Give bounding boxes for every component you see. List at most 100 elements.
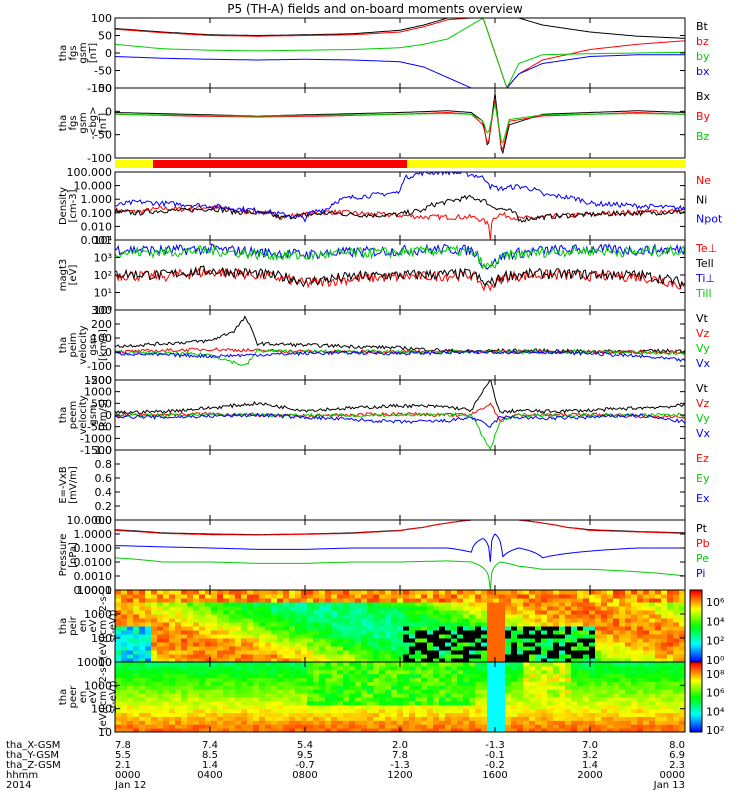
spectrogram-cell xyxy=(151,724,158,729)
spectrogram-cell xyxy=(139,716,146,721)
spectrogram-cell xyxy=(367,598,374,603)
spectrogram-cell xyxy=(325,654,332,659)
spectrogram-cell xyxy=(127,594,134,599)
spectrogram-cell xyxy=(493,642,500,647)
spectrogram-cell xyxy=(157,712,164,717)
spectrogram-cell xyxy=(235,673,242,679)
spectrogram-cell xyxy=(427,708,434,714)
spectrogram-cell xyxy=(607,677,614,682)
spectrogram-cell xyxy=(343,634,350,639)
spectrogram-cell xyxy=(367,689,374,694)
spectrogram-cell xyxy=(433,598,440,603)
spectrogram-cell xyxy=(583,630,590,635)
spectrogram-cell xyxy=(679,642,686,647)
spectrogram-cell xyxy=(517,622,524,627)
spectrogram-cell xyxy=(145,704,152,710)
spectrogram-cell xyxy=(313,677,320,682)
spectrogram-cell xyxy=(415,642,422,647)
spectrogram-cell xyxy=(601,693,608,698)
spectrogram-cell xyxy=(421,708,428,714)
spectrogram-cell xyxy=(361,665,368,671)
spectrogram-cell xyxy=(301,606,308,611)
spectrogram-cell xyxy=(259,614,266,619)
spectrogram-cell xyxy=(181,689,188,694)
spectrogram-cell xyxy=(175,654,182,659)
colorbar-tick-label: 10⁸ xyxy=(706,668,725,681)
spectrogram-cell xyxy=(217,693,224,698)
spectrogram-cell xyxy=(625,708,632,714)
spectrogram-cell xyxy=(145,598,152,603)
spectrogram-cell xyxy=(373,626,380,631)
spectrogram-cell xyxy=(325,681,332,686)
spectrogram-cell xyxy=(343,697,350,702)
spectrogram-cell xyxy=(355,638,362,643)
spectrogram-cell xyxy=(127,716,134,721)
spectrogram-cell xyxy=(601,590,608,595)
spectrogram-cell xyxy=(223,662,230,667)
spectrogram-cell xyxy=(175,689,182,694)
y-tick-label: 0.4 xyxy=(95,486,113,499)
spectrogram-cell xyxy=(415,602,422,607)
colorbar-segment xyxy=(690,660,702,663)
spectrogram-cell xyxy=(547,662,554,667)
spectrogram-cell xyxy=(643,618,650,623)
colorbar-tick-label: 10⁰ xyxy=(706,654,725,667)
spectrogram-cell xyxy=(229,669,236,675)
spectrogram-cell xyxy=(415,638,422,643)
spectrogram-cell xyxy=(565,716,572,721)
spectrogram-cell xyxy=(547,650,554,655)
spectrogram-cell xyxy=(307,700,314,706)
spectrogram-cell xyxy=(661,606,668,611)
spectrogram-cell xyxy=(181,673,188,679)
spectrogram-cell xyxy=(649,638,656,643)
spectrogram-cell xyxy=(541,716,548,721)
spectrogram-cell xyxy=(115,614,122,619)
spectrogram-cell xyxy=(253,716,260,721)
spectrogram-cell xyxy=(469,598,476,603)
spectrogram-cell xyxy=(511,673,518,679)
spectrogram-cell xyxy=(241,662,248,667)
spectrogram-cell xyxy=(145,665,152,671)
spectrogram-cell xyxy=(115,716,122,721)
spectrogram-cell xyxy=(583,658,590,663)
colorbar-segment xyxy=(690,711,702,714)
spectrogram-cell xyxy=(499,658,506,663)
spectrogram-cell xyxy=(517,650,524,655)
spectrogram-cell xyxy=(253,704,260,710)
spectrogram-cell xyxy=(589,630,596,635)
spectrogram-cell xyxy=(601,685,608,690)
spectrogram-cell xyxy=(403,626,410,631)
ephemeris-date-end: Jan 13 xyxy=(653,780,685,791)
spectrogram-cell xyxy=(181,618,188,623)
spectrogram-cell xyxy=(523,669,530,675)
spectrogram-cell xyxy=(385,638,392,643)
spectrogram-cell xyxy=(571,665,578,671)
spectrogram-cell xyxy=(325,704,332,710)
spectrogram-cell xyxy=(439,626,446,631)
spectrogram-cell xyxy=(163,728,170,733)
spectrogram-cell xyxy=(139,704,146,710)
spectrogram-cell xyxy=(655,590,662,595)
spectrogram-cell xyxy=(163,673,170,679)
spectrogram-cell xyxy=(415,606,422,611)
spectrogram-cell xyxy=(643,689,650,694)
spectrogram-cell xyxy=(157,708,164,714)
spectrogram-cell xyxy=(451,677,458,682)
spectrogram-cell xyxy=(337,697,344,702)
spectrogram-cell xyxy=(427,700,434,706)
spectrogram-cell xyxy=(535,704,542,710)
panel-frame xyxy=(114,449,686,521)
spectrogram-cell xyxy=(175,638,182,643)
spectrogram-cell xyxy=(205,673,212,679)
spectrogram-cell xyxy=(295,642,302,647)
spectrogram-cell xyxy=(247,654,254,659)
spectrogram-cell xyxy=(193,700,200,706)
spectrogram-cell xyxy=(319,606,326,611)
spectrogram-cell xyxy=(499,638,506,643)
spectrogram-cell xyxy=(625,630,632,635)
colorbar-segment xyxy=(690,702,702,705)
spectrogram-cell xyxy=(667,634,674,639)
spectrogram-cell xyxy=(187,665,194,671)
spectrogram-cell xyxy=(139,594,146,599)
